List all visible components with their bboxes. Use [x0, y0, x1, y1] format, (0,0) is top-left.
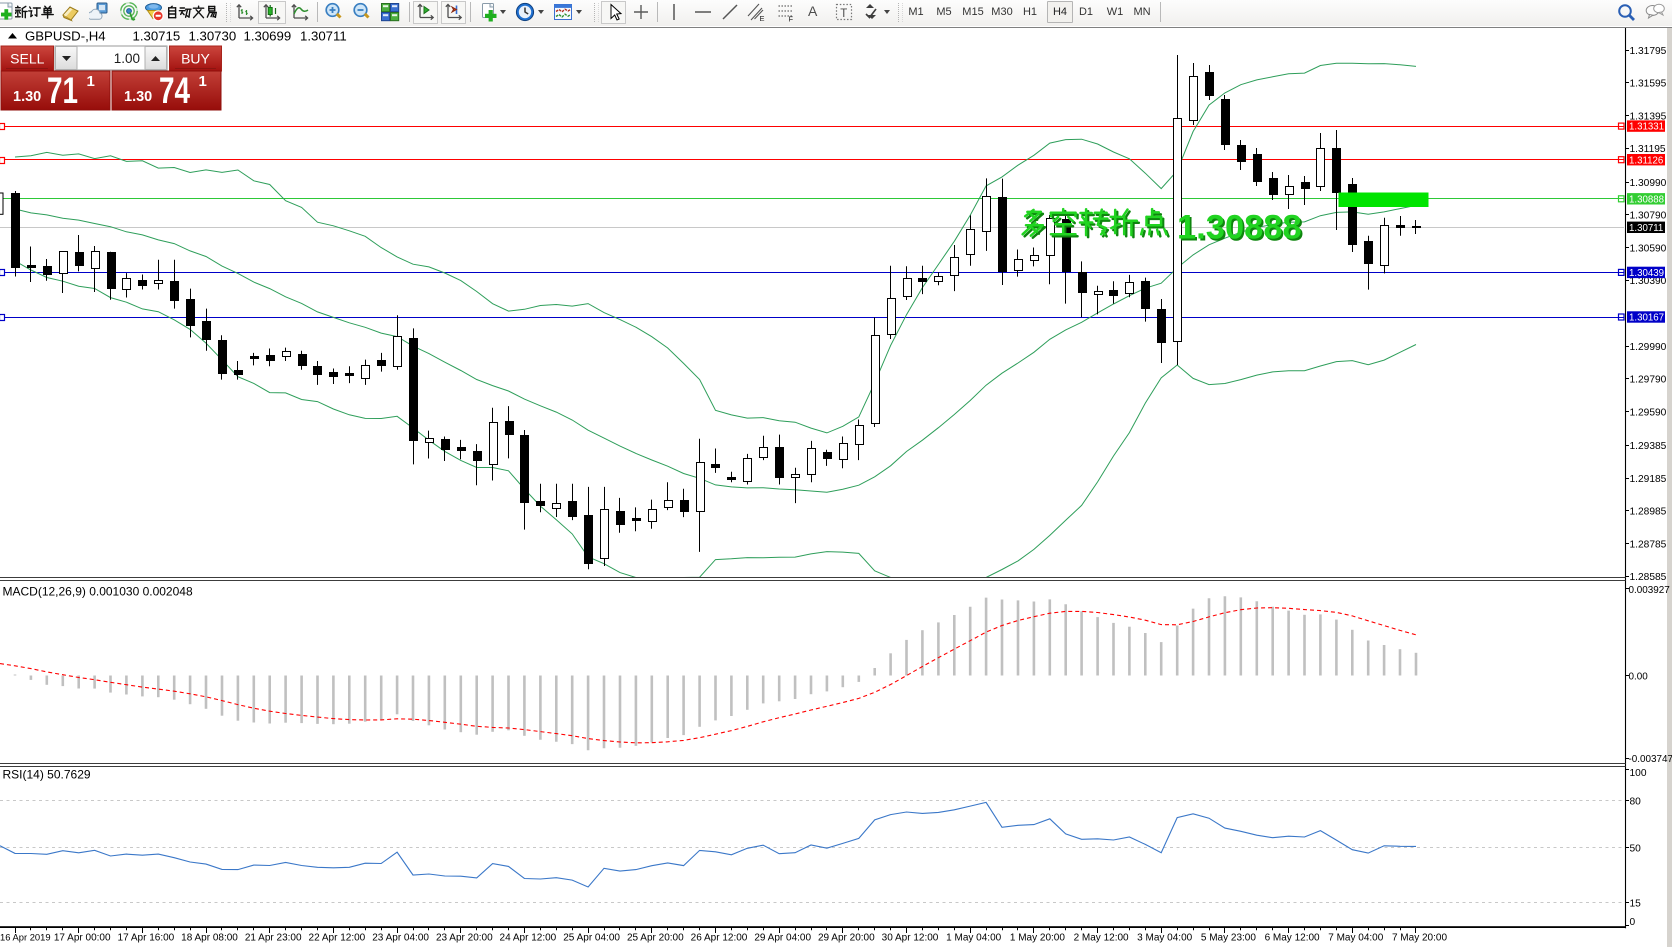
svg-text:RSI(14) 50.7629: RSI(14) 50.7629 [3, 768, 91, 782]
svg-text:3 May 04:00: 3 May 04:00 [1137, 933, 1192, 944]
svg-text:1 May 20:00: 1 May 20:00 [1010, 933, 1065, 944]
svg-text:7 May 04:00: 7 May 04:00 [1328, 933, 1383, 944]
svg-text:1.30: 1.30 [13, 89, 41, 105]
svg-text:1.30590: 1.30590 [1630, 243, 1667, 254]
svg-text:16 Apr 2019: 16 Apr 2019 [0, 932, 51, 943]
svg-text:F: F [789, 15, 794, 23]
svg-text:1.28985: 1.28985 [1630, 507, 1667, 518]
svg-text:100: 100 [1630, 768, 1647, 779]
svg-text:1.29385: 1.29385 [1630, 441, 1667, 452]
svg-text:1.30990: 1.30990 [1630, 178, 1667, 189]
svg-text:29 Apr 20:00: 29 Apr 20:00 [818, 933, 875, 944]
svg-text:-0.003747: -0.003747 [1629, 754, 1672, 765]
svg-text:29 Apr 04:00: 29 Apr 04:00 [754, 933, 811, 944]
svg-text:1: 1 [87, 73, 95, 90]
svg-text:1.31395: 1.31395 [1630, 111, 1667, 122]
svg-text:18 Apr 08:00: 18 Apr 08:00 [181, 933, 238, 944]
svg-text:1.29590: 1.29590 [1630, 407, 1667, 418]
svg-text:1.31195: 1.31195 [1630, 144, 1666, 155]
svg-text:1.28785: 1.28785 [1630, 539, 1667, 550]
svg-text:6 May 12:00: 6 May 12:00 [1265, 933, 1320, 944]
svg-text:1.31331: 1.31331 [1629, 122, 1664, 133]
svg-text:2 May 12:00: 2 May 12:00 [1074, 933, 1129, 944]
svg-text:74: 74 [159, 70, 190, 111]
svg-text:1.31126: 1.31126 [1629, 155, 1663, 166]
svg-text:1: 1 [199, 73, 207, 90]
svg-text:80: 80 [1630, 797, 1642, 808]
svg-text:1.30730: 1.30730 [189, 29, 237, 44]
svg-text:1.30390: 1.30390 [1630, 276, 1667, 287]
svg-text:7 May 20:00: 7 May 20:00 [1392, 933, 1447, 944]
svg-text:1.30: 1.30 [124, 89, 152, 105]
svg-text:1.29790: 1.29790 [1630, 375, 1667, 386]
svg-text:1.30715: 1.30715 [133, 29, 181, 44]
svg-text:21 Apr 23:00: 21 Apr 23:00 [245, 933, 302, 944]
svg-text:25 Apr 04:00: 25 Apr 04:00 [563, 933, 620, 944]
svg-text:50: 50 [1630, 844, 1642, 855]
svg-text:1.30888: 1.30888 [1629, 194, 1664, 205]
svg-text:GBPUSD-,H4: GBPUSD-,H4 [25, 29, 106, 44]
svg-text:25 Apr 20:00: 25 Apr 20:00 [627, 933, 684, 944]
svg-text:1.28585: 1.28585 [1630, 572, 1667, 583]
svg-text:1.30439: 1.30439 [1629, 268, 1664, 279]
svg-text:1.30711: 1.30711 [300, 29, 347, 44]
svg-text:71: 71 [47, 70, 78, 111]
svg-text:1.31595: 1.31595 [1630, 79, 1667, 90]
svg-text:MACD(12,26,9) 0.001030 0.00204: MACD(12,26,9) 0.001030 0.002048 [3, 585, 193, 599]
svg-text:SELL: SELL [10, 51, 44, 67]
svg-text:26 Apr 12:00: 26 Apr 12:00 [691, 933, 748, 944]
svg-text:23 Apr 04:00: 23 Apr 04:00 [372, 933, 429, 944]
svg-text:17 Apr 16:00: 17 Apr 16:00 [118, 933, 175, 944]
svg-text:1.30711: 1.30711 [1629, 223, 1663, 234]
svg-text:0.003927: 0.003927 [1629, 585, 1670, 596]
svg-text:1 May 04:00: 1 May 04:00 [946, 933, 1001, 944]
svg-text:1.30888: 1.30888 [1179, 210, 1304, 248]
svg-text:17 Apr 00:00: 17 Apr 00:00 [54, 933, 111, 944]
svg-text:15: 15 [1630, 898, 1642, 909]
svg-text:23 Apr 20:00: 23 Apr 20:00 [436, 933, 493, 944]
svg-text:1.30888: 1.30888 [1177, 209, 1302, 247]
svg-text:22 Apr 12:00: 22 Apr 12:00 [309, 933, 366, 944]
svg-text:1.29185: 1.29185 [1630, 474, 1667, 485]
svg-text:5 May 23:00: 5 May 23:00 [1201, 933, 1256, 944]
svg-text:1.30790: 1.30790 [1630, 211, 1667, 222]
svg-text:T: T [840, 8, 847, 20]
svg-text:BUY: BUY [181, 51, 210, 67]
svg-text:0: 0 [1630, 917, 1636, 928]
svg-text:0.00: 0.00 [1629, 671, 1649, 682]
svg-text:24 Apr 12:00: 24 Apr 12:00 [500, 933, 557, 944]
svg-text:30 Apr 12:00: 30 Apr 12:00 [882, 933, 939, 944]
svg-text:1.31795: 1.31795 [1630, 46, 1667, 57]
svg-text:1.00: 1.00 [114, 51, 140, 66]
svg-text:1.29990: 1.29990 [1630, 342, 1667, 353]
svg-text:1.30167: 1.30167 [1629, 313, 1664, 324]
svg-text:E: E [760, 14, 765, 22]
svg-text:1.30699: 1.30699 [244, 29, 292, 44]
